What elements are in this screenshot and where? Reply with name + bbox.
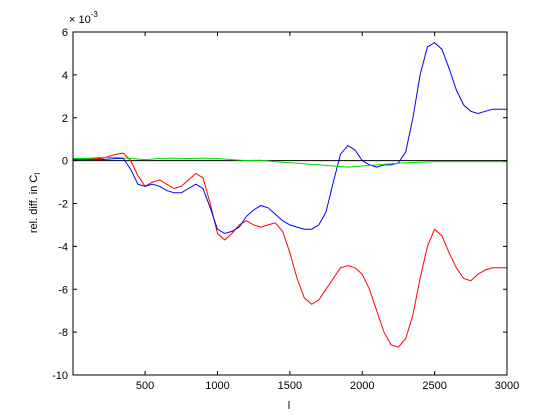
x-tick-label: 500 bbox=[136, 380, 154, 392]
x-tick-label: 2500 bbox=[422, 380, 446, 392]
y-tick-label: 0 bbox=[62, 156, 68, 168]
x-tick-label: 1500 bbox=[278, 380, 302, 392]
y-tick-label: 4 bbox=[62, 70, 68, 82]
x-tick-label: 3000 bbox=[495, 380, 519, 392]
y-exponent-label: × 10-3 bbox=[69, 10, 98, 26]
x-axis-label: l bbox=[288, 400, 290, 412]
y-tick-label: -8 bbox=[58, 327, 68, 339]
y-exponent-power: -3 bbox=[91, 10, 99, 19]
y-axis-label-subscript: l bbox=[33, 173, 42, 175]
y-tick-label: -6 bbox=[58, 284, 68, 296]
x-tick-label: 2000 bbox=[350, 380, 374, 392]
y-axis-label-main: rel. diff. in C bbox=[28, 175, 40, 234]
y-exponent-base: × 10 bbox=[69, 14, 91, 26]
y-tick-label: -10 bbox=[52, 370, 68, 382]
y-tick-label: 6 bbox=[62, 27, 68, 39]
plot-area bbox=[73, 32, 507, 375]
x-tick-label: 1000 bbox=[205, 380, 229, 392]
y-tick-label: 2 bbox=[62, 113, 68, 125]
y-tick-label: -4 bbox=[58, 241, 68, 253]
tick-layer: 500 1000 1500 2000 2500 3000 -10 -8 -6 -4 -2 0 2 4 6 bbox=[52, 27, 519, 392]
plot-frame bbox=[72, 31, 508, 376]
y-tick-label: -2 bbox=[58, 199, 68, 211]
series-line-2 bbox=[73, 42, 507, 235]
series-line-3 bbox=[73, 156, 507, 168]
y-axis-label: rel. diff. in Cl bbox=[28, 173, 42, 234]
series-layer bbox=[73, 42, 507, 348]
series-line-1 bbox=[73, 152, 507, 348]
